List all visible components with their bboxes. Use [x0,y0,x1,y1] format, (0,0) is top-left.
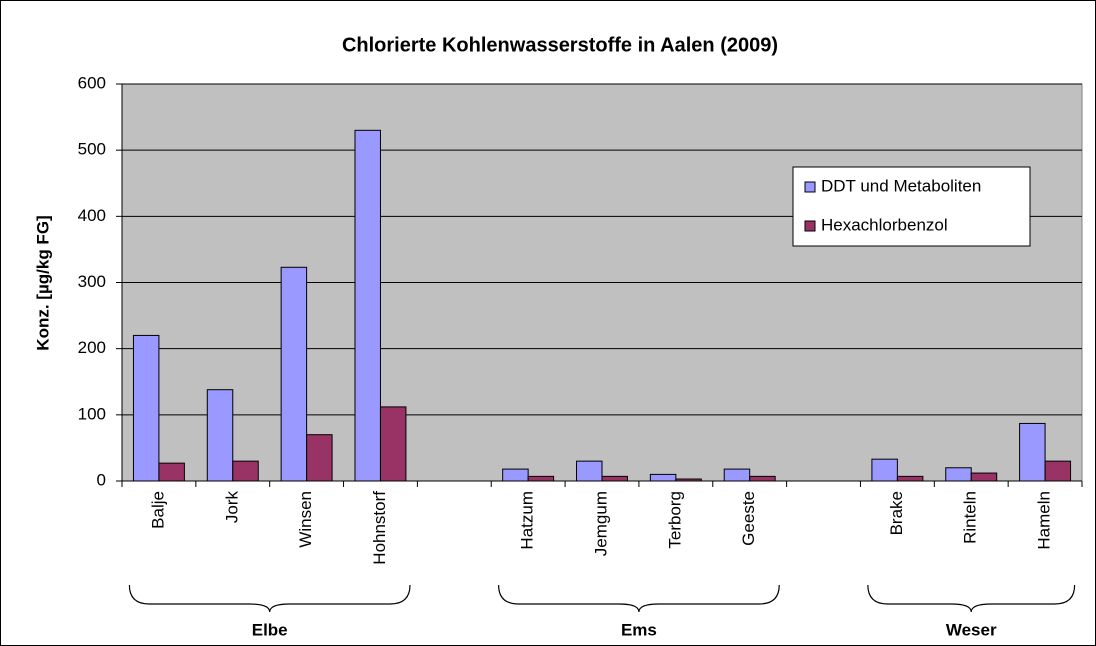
y-tick-label: 600 [78,73,106,92]
group-brace [867,584,1076,613]
bar [723,468,751,482]
bar [502,468,529,482]
legend-swatch [804,220,816,232]
bar [749,475,776,482]
x-tick-label: Hatzum [518,491,537,550]
x-tick-label: Jemgum [591,491,610,556]
group-label: Weser [946,620,997,639]
x-tick-label: Hameln [1035,491,1054,550]
x-tick-label: Terborg [665,491,684,549]
group-label: Elbe [252,620,288,639]
y-tick-label: 0 [97,470,106,489]
bar [206,389,234,482]
x-tick-label: Hohnstorf [370,491,389,565]
y-tick-label: 100 [78,404,106,423]
y-tick-label: 400 [78,206,106,225]
x-tick-label: Brake [887,491,906,535]
x-tick-label: Winsen [296,491,315,548]
y-tick-label: 500 [78,140,106,159]
y-axis-label: Konz. [µg/kg FG] [33,215,52,350]
bar [675,478,702,482]
bar [232,460,259,482]
bar [871,458,898,482]
legend-label: Hexachlorbenzol [821,215,948,234]
bar [576,460,603,482]
x-tick-label: Geeste [739,491,758,546]
bar [970,472,998,482]
x-tick-label: Jork [222,491,241,524]
y-tick-label: 200 [78,338,106,357]
legend-swatch [804,181,816,193]
group-brace [128,584,411,613]
bar [1044,460,1072,482]
bar [527,475,555,482]
group-brace [498,584,780,613]
bar [601,475,628,482]
y-tick-label: 300 [78,272,106,291]
x-tick-label: Rinteln [961,491,980,544]
bar [1019,422,1046,482]
group-label: Ems [621,620,657,639]
bar [280,266,308,482]
bar [945,467,972,482]
bar [379,406,407,482]
bar [306,434,333,482]
x-tick-label: Balje [148,491,167,529]
legend-box [792,166,1031,247]
bar [158,462,185,482]
bar [649,473,677,482]
bar [354,129,381,482]
legend-label: DDT und Metaboliten [821,176,981,195]
bar [896,475,924,482]
bar [132,334,160,482]
chart-title: Chlorierte Kohlenwasserstoffe in Aalen (… [342,34,778,56]
